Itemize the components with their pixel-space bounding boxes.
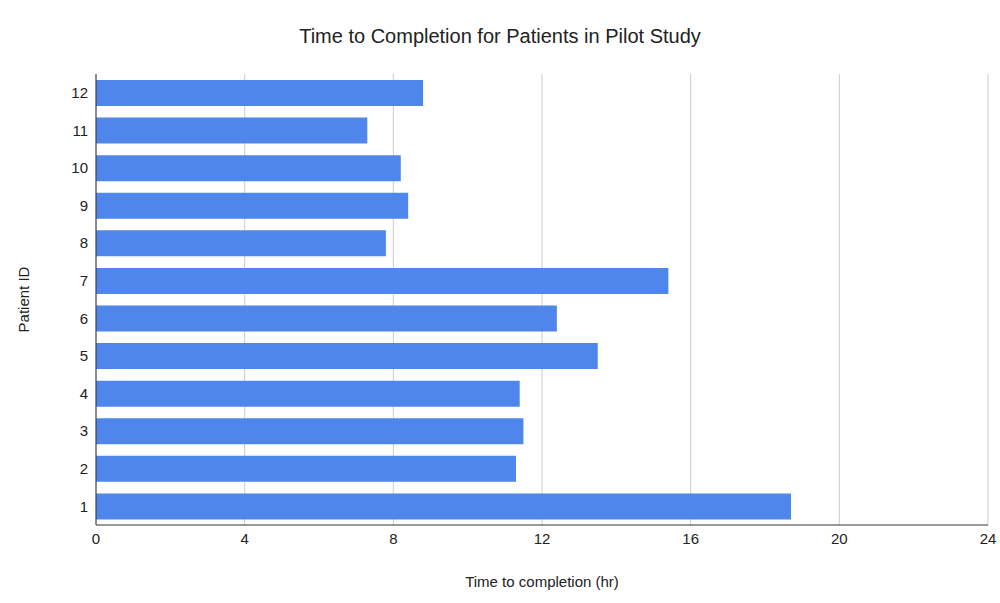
html-text:Time to Completion for Patient: Time to Completion for Patients in Pilot…	[299, 25, 701, 47]
svg-text:Time to completion (hr): Time to completion (hr)	[465, 573, 619, 590]
svg-text:1: 1	[80, 498, 88, 515]
svg-text:2: 2	[80, 460, 88, 477]
svg-text:5: 5	[80, 347, 88, 364]
svg-text:16: 16	[682, 530, 699, 547]
svg-text:3: 3	[80, 422, 88, 439]
svg-text:0: 0	[92, 530, 100, 547]
svg-text:7: 7	[80, 272, 88, 289]
svg-text:24: 24	[980, 530, 992, 547]
svg-text:8: 8	[389, 530, 397, 547]
svg-text:8: 8	[80, 234, 88, 251]
svg-text:Patient ID: Patient ID	[15, 266, 32, 332]
svg-text:11: 11	[72, 122, 88, 139]
svg-text:12: 12	[71, 84, 88, 101]
svg-text:12: 12	[534, 530, 551, 547]
svg-text:10: 10	[71, 159, 88, 176]
svg-text:20: 20	[831, 530, 848, 547]
svg-text:4: 4	[240, 530, 248, 547]
svg-text:9: 9	[80, 197, 88, 214]
svg-text:4: 4	[80, 385, 88, 402]
svg-text:6: 6	[80, 310, 88, 327]
